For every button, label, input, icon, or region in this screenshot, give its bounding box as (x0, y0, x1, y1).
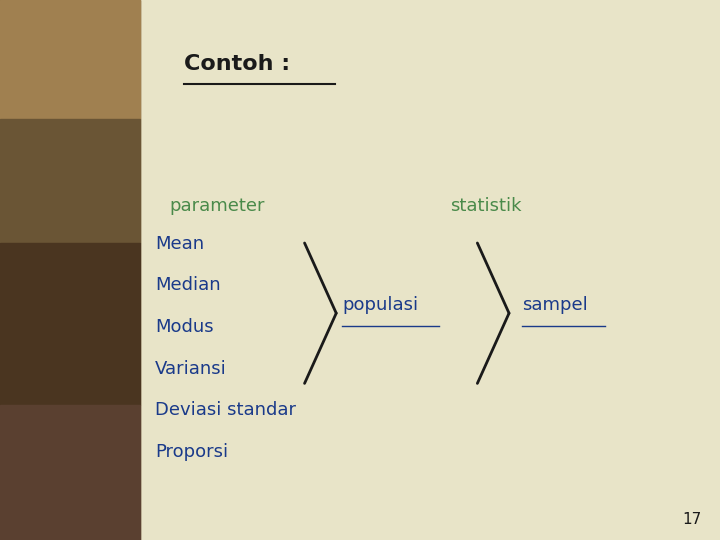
Text: Mean: Mean (155, 235, 204, 253)
Text: Proporsi: Proporsi (155, 443, 228, 461)
Text: populasi: populasi (342, 296, 418, 314)
Text: 17: 17 (683, 511, 702, 526)
Text: statistik: statistik (450, 197, 521, 215)
Bar (0, 405, 140, 540)
Text: sampel: sampel (522, 296, 588, 314)
Text: Variansi: Variansi (155, 360, 227, 377)
Bar (0, 0, 140, 119)
Bar (0, 119, 140, 243)
Bar (0, 0, 140, 540)
Text: parameter: parameter (169, 197, 265, 215)
Text: Median: Median (155, 276, 220, 294)
Text: Modus: Modus (155, 318, 213, 336)
Bar (0, 243, 140, 405)
Text: Contoh :: Contoh : (184, 54, 289, 74)
Text: Deviasi standar: Deviasi standar (155, 401, 296, 419)
